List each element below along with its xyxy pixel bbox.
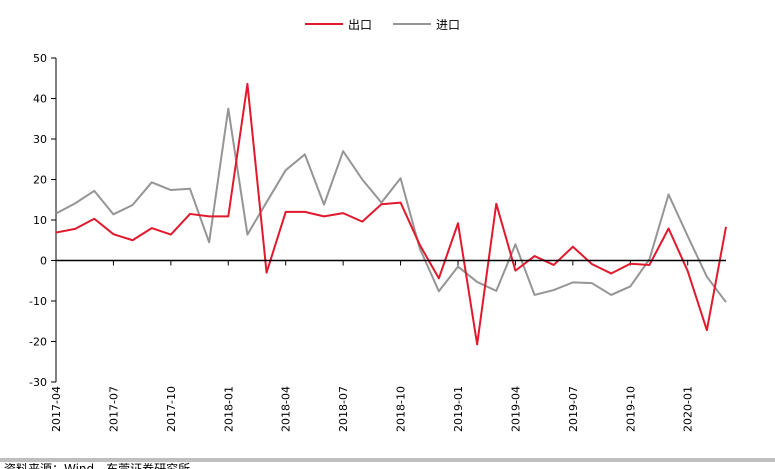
- x-tick-label: 2017-04: [50, 386, 63, 432]
- x-tick-label: 2020-01: [682, 386, 695, 432]
- source-note: 资料来源：Wind，东莞证券研究所: [4, 463, 404, 469]
- footer-divider: [0, 458, 775, 462]
- x-tick-label: 2018-10: [395, 386, 408, 432]
- legend: 出口 进口: [305, 18, 460, 32]
- legend-label-exports: 出口: [348, 18, 372, 32]
- series-line-exports: [55, 82, 727, 346]
- series-line-imports: [55, 107, 727, 303]
- x-tick-label: 2017-07: [107, 386, 120, 432]
- y-tick-label: 0: [40, 255, 47, 268]
- x-tick-label: 2018-07: [337, 386, 350, 432]
- y-tick-label: -20: [29, 336, 47, 349]
- y-tick-label: 10: [33, 214, 47, 227]
- x-tick-label: 2019-01: [452, 386, 465, 432]
- y-tick-label: 20: [33, 174, 47, 187]
- y-tick-label: -30: [29, 376, 47, 389]
- x-tick-label: 2018-04: [280, 386, 293, 432]
- legend-label-imports: 进口: [436, 18, 460, 32]
- y-tick-label: 50: [33, 52, 47, 65]
- x-tick-label: 2018-01: [222, 386, 235, 432]
- y-tick-label: -10: [29, 295, 47, 308]
- x-tick-label: 2017-10: [165, 386, 178, 432]
- y-tick-label: 30: [33, 133, 47, 146]
- series-layer: [55, 82, 727, 346]
- x-tick-label: 2019-10: [624, 386, 637, 432]
- x-tick-label: 2019-07: [567, 386, 580, 432]
- y-tick-label: 40: [33, 93, 47, 106]
- y-axis: -30 -20 -10 0 10 20 30 40 50: [29, 52, 57, 389]
- x-axis: 2017-04 2017-07 2017-10 2018-01 2018-04 2018-…: [50, 260, 695, 432]
- x-tick-label: 2019-04: [509, 386, 522, 432]
